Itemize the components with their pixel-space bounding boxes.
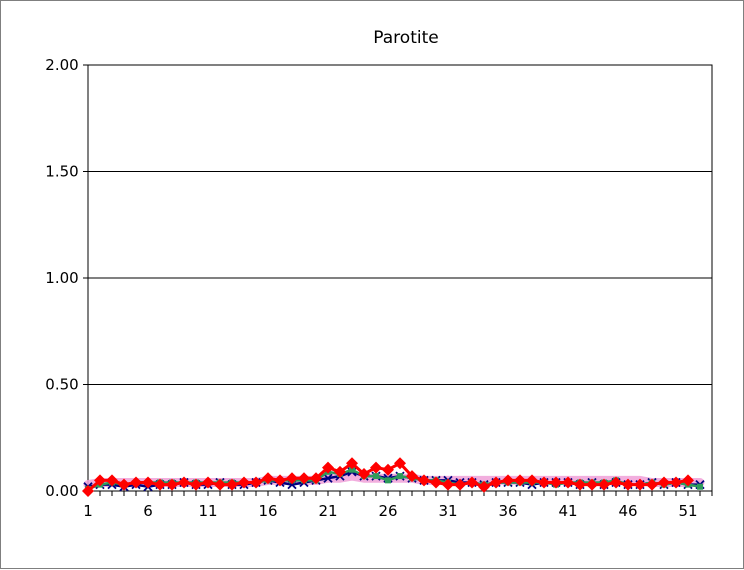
diamond-marker (334, 465, 346, 478)
diamond-marker (622, 478, 634, 491)
diamond-marker (202, 476, 214, 489)
y-tick-label: 2.00 (45, 56, 78, 74)
diamond-marker (430, 476, 442, 489)
y-tick-labels: 0.00 0.50 1.00 1.50 2.00 (45, 56, 78, 500)
diamond-marker (346, 457, 358, 470)
diamond-marker (418, 474, 430, 487)
y-tick-label: 0.00 (45, 482, 78, 500)
square-marker (697, 483, 703, 490)
diamond-marker (574, 478, 586, 491)
y-tick-label: 1.50 (45, 163, 78, 181)
x-tick-label: 6 (143, 502, 153, 520)
square-marker (385, 477, 391, 484)
diamond-marker (502, 474, 514, 487)
square-marker (349, 466, 355, 473)
diamond-marker (226, 478, 238, 491)
diamond-marker (238, 476, 250, 489)
x-tick-label: 1 (83, 502, 93, 520)
diamond-marker (154, 478, 166, 491)
diamond-marker (406, 470, 418, 483)
diamond-marker (142, 476, 154, 489)
diamond-marker (466, 476, 478, 489)
diamond-marker (118, 478, 130, 491)
x-tick-label: 26 (378, 502, 397, 520)
diamond-marker (178, 476, 190, 489)
diamond-marker (610, 476, 622, 489)
x-marker (323, 473, 333, 483)
x-tick-label: 11 (198, 502, 217, 520)
diamond-marker (658, 476, 670, 489)
plot-series (82, 457, 705, 497)
diamond-marker (550, 476, 562, 489)
diamond-marker (646, 478, 658, 491)
y-tick-label: 1.00 (45, 269, 78, 287)
diamond-marker (382, 463, 394, 476)
x-tick-label: 46 (618, 502, 637, 520)
diamond-marker (586, 478, 598, 491)
diamond-marker (274, 474, 286, 487)
diamond-marker (562, 476, 574, 489)
diamond-marker (286, 472, 298, 485)
diamond-marker (106, 474, 118, 487)
diamond-marker (214, 478, 226, 491)
diamond-marker (634, 478, 646, 491)
diamond-marker (454, 478, 466, 491)
y-tick-label: 0.50 (45, 376, 78, 394)
diamond-marker (478, 480, 490, 493)
diamond-marker (370, 461, 382, 474)
diamond-marker (358, 467, 370, 480)
x-tick-label: 41 (558, 502, 577, 520)
x-tick-labels: 1 6 11 16 21 26 31 36 41 46 51 (83, 502, 697, 520)
chart-title: Parotite (373, 28, 438, 48)
diamond-marker (94, 474, 106, 487)
diamond-marker (442, 478, 454, 491)
diamond-marker (82, 485, 94, 497)
diamond-marker (514, 474, 526, 487)
diamond-marker (310, 472, 322, 485)
x-tick-label: 21 (318, 502, 337, 520)
diamond-marker (670, 476, 682, 489)
diamond-marker (538, 476, 550, 489)
square-marker (397, 473, 403, 480)
x-tick-label: 51 (678, 502, 697, 520)
diamond-marker (322, 461, 334, 474)
diamond-marker (130, 476, 142, 489)
grid-lines (88, 171, 712, 385)
diamond-marker (190, 478, 202, 491)
x-tick-label: 31 (438, 502, 457, 520)
diamond-marker (394, 457, 406, 470)
diamond-marker (250, 476, 262, 489)
diamond-marker (490, 476, 502, 489)
diamond-marker (598, 478, 610, 491)
diamond-marker (298, 472, 310, 485)
diamond-marker (682, 474, 694, 487)
x-tick-label: 36 (498, 502, 517, 520)
diamond-marker (166, 478, 178, 491)
diamond-marker (526, 474, 538, 487)
square-marker (373, 473, 379, 480)
series-diamond (82, 457, 694, 497)
diamond-marker (262, 472, 274, 485)
x-tick-label: 16 (258, 502, 277, 520)
axes (83, 64, 713, 496)
